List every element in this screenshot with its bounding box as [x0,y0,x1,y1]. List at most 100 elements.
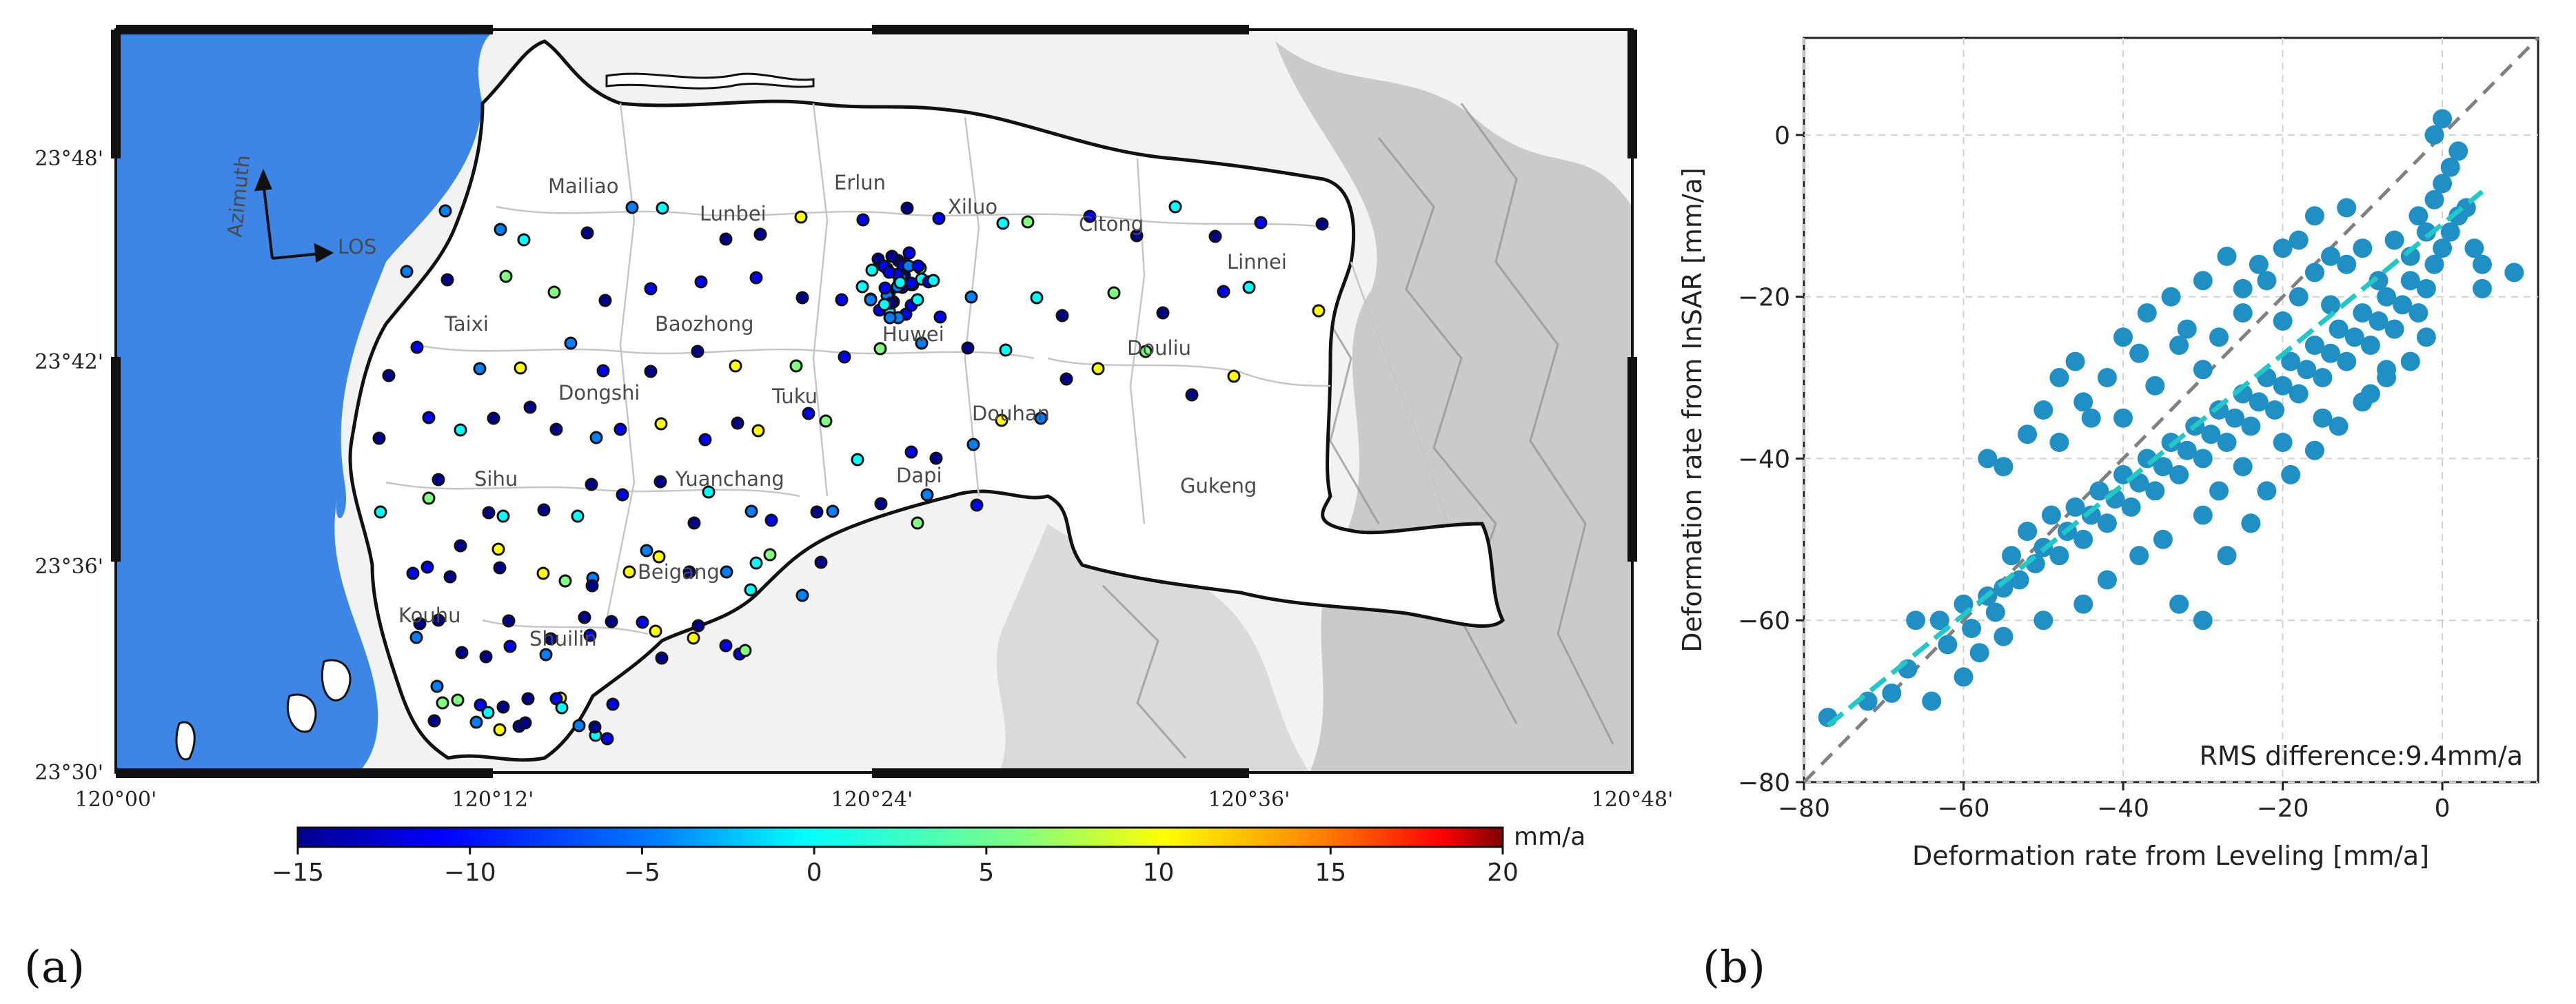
leveling-point [915,336,929,350]
scatter-point [2337,254,2357,274]
map-panel: Mailiao Lunbei Erlun Xiluo Citong Linnei Taixi… [24,25,1673,993]
scatter-point [2281,464,2301,484]
leveling-point [964,290,978,304]
scatter-point [2145,481,2165,501]
leveling-point [763,548,777,562]
scatter-point [2440,157,2460,177]
scatter-point [2153,529,2173,549]
leveling-point [571,509,585,523]
leveling-point [400,265,414,278]
leveling-point [537,503,551,517]
leveling-point [826,504,840,518]
scatter-point [2097,570,2117,590]
scatter-point [2241,513,2261,533]
leveling-point [878,281,892,295]
leveling-point [691,345,704,358]
colorbar-tick-label: −10 [444,859,496,887]
scatter-point [1922,691,1942,711]
leveling-point [1055,309,1069,322]
leveling-point [454,539,467,553]
frame-bar [116,768,493,778]
leveling-point [1130,229,1144,243]
place-label: Gukeng [1180,474,1257,498]
river-mouth [605,72,815,90]
leveling-point [999,343,1013,357]
leveling-point [636,615,649,629]
place-label: Sihu [474,467,518,491]
leveling-point [564,336,578,350]
leveling-point [436,696,449,710]
leveling-point [585,478,598,491]
leveling-point [382,369,396,382]
scatter-point [2073,529,2093,549]
leveling-point [1217,285,1230,298]
leveling-point [451,693,465,707]
leveling-point [794,210,808,224]
scatter-point [2161,287,2181,307]
scatter-point [2464,238,2484,258]
scatter-point [2161,433,2181,452]
scatter-point [2424,125,2444,145]
leveling-point [911,516,924,530]
frame-bar [1627,30,1637,158]
scatter-point [2424,189,2444,209]
colorbar-unit: mm/a [1514,823,1585,851]
place-label: Douliu [1127,336,1191,360]
place-label: Kouhu [398,604,460,627]
leveling-point [835,293,849,307]
one-to-one-line [1803,37,2539,783]
place-label: Linnei [1227,250,1287,274]
y-tick-label: 0 [1774,122,1790,150]
colorbar-tick-label: 20 [1487,859,1519,887]
scatter-point [2329,416,2349,436]
leveling-point [432,613,445,627]
scatter-point [2065,497,2085,517]
x-tick-label: 0 [2435,795,2451,823]
leveling-point [687,631,700,645]
scatter-point [2313,368,2333,387]
leveling-point [729,359,742,373]
y-tick-label: −40 [1738,445,1790,473]
leveling-point [744,504,758,518]
scatter-point [2321,295,2340,315]
scatter-point [2337,351,2357,371]
scatter-point [2377,360,2397,380]
scatter-point [2304,263,2324,283]
scatter-point [2377,287,2397,307]
y-tick-label: −60 [1738,607,1790,635]
leveling-point [589,431,603,444]
leveling-point [970,498,984,512]
leveling-point [493,723,507,737]
y-tick-label: −20 [1738,284,1790,312]
azimuth-los-arrow [254,168,334,263]
leveling-point [1185,388,1199,402]
scatter-point [2249,254,2269,274]
scatter-point [2304,336,2324,356]
leveling-point [926,274,940,287]
x-tick-label: −60 [1938,795,1990,823]
scatter-point [2049,433,2069,452]
leveling-point [372,431,386,445]
scatter-point [2353,303,2373,323]
scatter-point [2313,408,2333,428]
leveling-point [851,453,864,467]
leveling-point [536,566,550,580]
leveling-point [410,340,424,354]
leveling-point [900,201,914,215]
leveling-point [920,488,934,502]
scatter-point [2201,424,2221,444]
scatter-point [2225,408,2245,428]
scatter-point [2360,336,2380,356]
leveling-point [585,579,599,593]
frame-bar [111,357,121,562]
scatter-point [2297,360,2317,380]
scatter-point [2369,311,2389,331]
place-label: Erlun [834,171,886,194]
lon-tick-label: 120°24' [831,788,913,812]
lat-tick-label: 23°42' [34,350,103,374]
leveling-point [583,628,597,642]
scatter-point [2257,481,2277,501]
leveling-point [902,246,916,260]
scatter-point [2473,278,2492,298]
x-tick-label: −20 [2257,795,2309,823]
